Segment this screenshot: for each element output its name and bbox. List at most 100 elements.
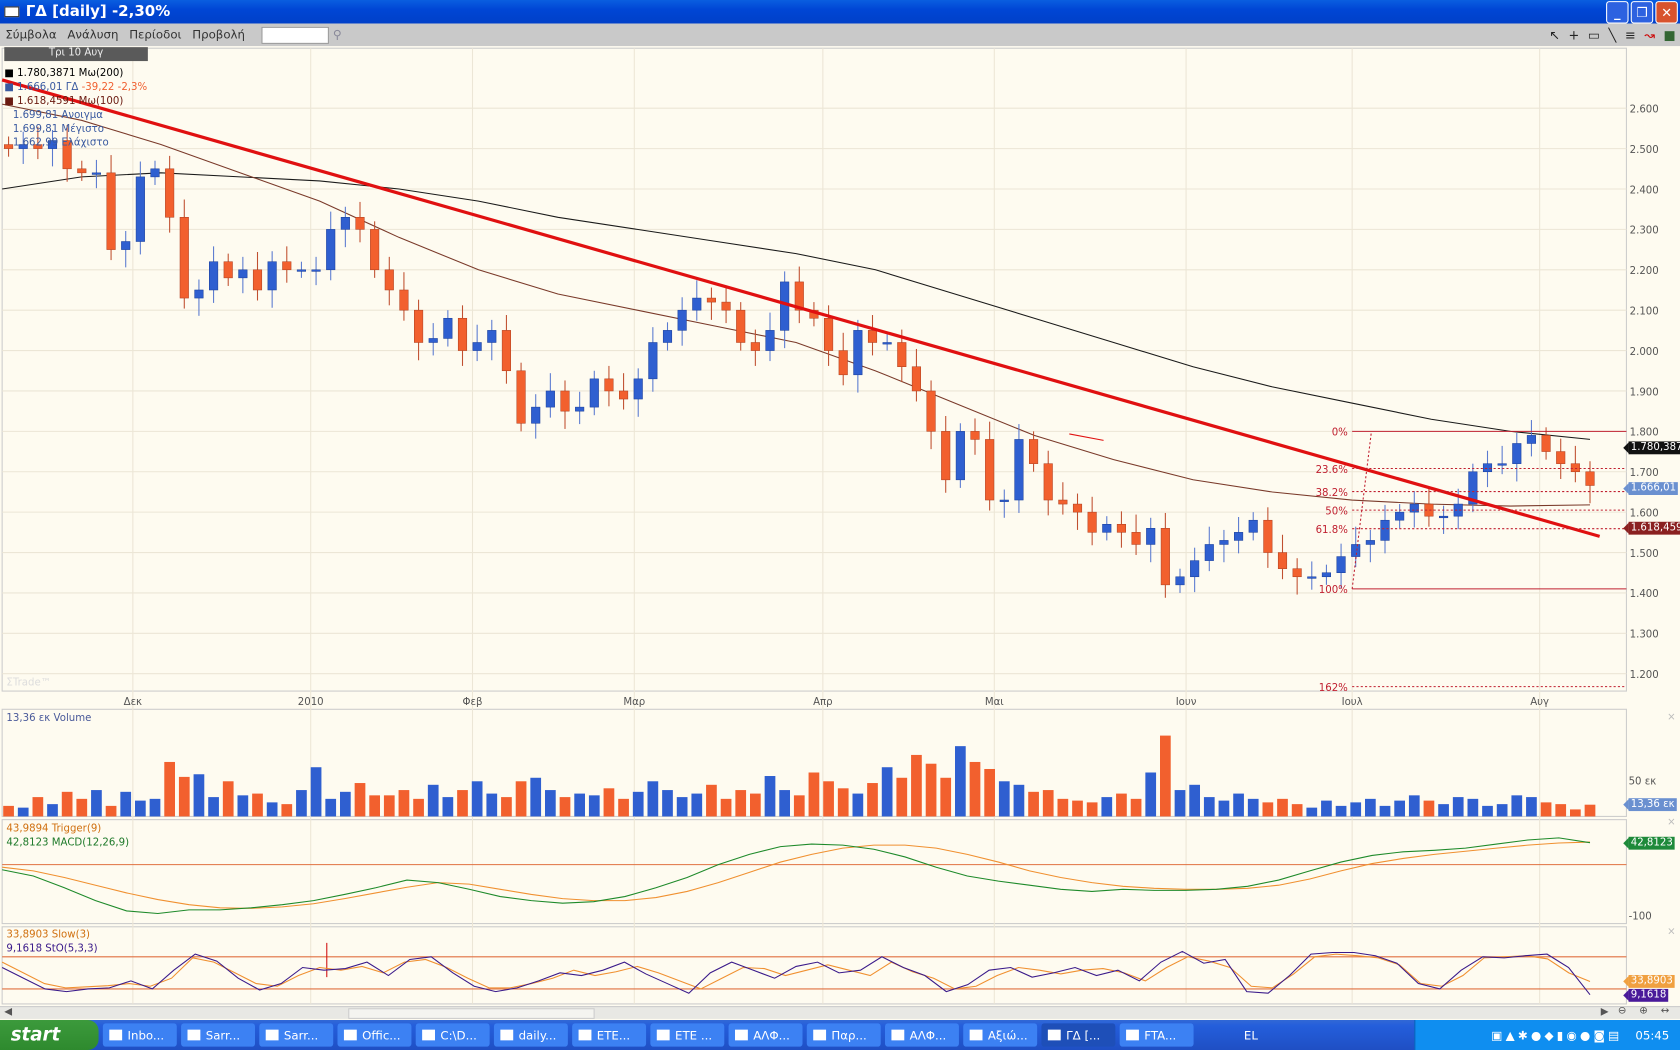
taskbar-item[interactable]: ΓΔ [... — [1041, 1023, 1116, 1047]
chart-icon[interactable]: ↝ — [1644, 27, 1655, 43]
candle — [18, 144, 28, 149]
volume-bar — [559, 797, 571, 817]
taskbar-item-label: ETE... — [596, 1028, 631, 1042]
line-icon[interactable]: ╲ — [1608, 27, 1617, 43]
candle — [1380, 519, 1390, 541]
language-indicator[interactable]: EL — [1243, 1028, 1258, 1042]
stoch-panel — [1, 926, 1627, 1005]
volume-bar — [896, 777, 908, 817]
price-tick-label: 1.500 — [1630, 549, 1659, 560]
volume-bar — [735, 790, 747, 817]
fib-anchor-line — [1351, 431, 1372, 589]
price-tick-label: 1.300 — [1630, 630, 1659, 641]
candle — [692, 297, 702, 311]
volume-bar — [750, 793, 761, 817]
candle — [765, 330, 775, 351]
window-icon — [343, 1029, 357, 1041]
candle — [926, 390, 936, 432]
month-label: Φεβ — [463, 697, 483, 708]
candle — [1190, 560, 1200, 578]
close-volume-panel-icon[interactable]: × — [1667, 711, 1676, 724]
volume-bar — [1321, 800, 1332, 817]
volume-bar — [1145, 772, 1157, 817]
menu-view[interactable]: Προβολή — [192, 27, 245, 42]
volume-bar — [1233, 793, 1244, 817]
taskbar-item[interactable]: Αξιώ... — [963, 1023, 1038, 1047]
candle — [252, 269, 263, 291]
ma100-line — [2, 103, 1591, 507]
volume-bar — [413, 798, 424, 817]
candle — [179, 217, 189, 299]
close-macd-panel-icon[interactable]: × — [1667, 816, 1676, 829]
scroll-thumb[interactable] — [348, 1008, 595, 1019]
month-label: Ιουν — [1176, 697, 1197, 708]
window-icon — [109, 1029, 123, 1041]
restore-button[interactable]: ❐ — [1630, 1, 1654, 24]
stoch-badge: 9,1618 — [1623, 988, 1669, 1002]
taskbar-item[interactable]: daily... — [493, 1023, 568, 1047]
volume-bar — [969, 761, 981, 817]
scroll-left-icon[interactable]: ◀ — [4, 1006, 13, 1018]
cursor-icon[interactable]: ↖ — [1549, 27, 1560, 43]
volume-bar — [1423, 800, 1435, 817]
volume-bar — [1394, 800, 1406, 817]
close-button[interactable]: ✕ — [1655, 1, 1678, 24]
volume-bar — [325, 798, 337, 817]
tray-icons[interactable]: ▣▲✱●◆▮◉●◙▤ — [1491, 1028, 1623, 1042]
volume-bar — [1555, 804, 1567, 817]
fib-level-label: 23.6% — [1316, 465, 1349, 476]
taskbar-item[interactable]: C:\D... — [415, 1023, 490, 1047]
volume-bar — [1408, 795, 1420, 817]
window-icon — [813, 1029, 827, 1041]
volume-bar — [1291, 804, 1303, 817]
window-icon — [1047, 1029, 1061, 1041]
minimize-button[interactable]: _ — [1606, 1, 1629, 24]
crosshair-icon[interactable]: + — [1568, 27, 1580, 43]
candle — [824, 317, 834, 351]
fit-icon[interactable]: ↔ — [1660, 1005, 1670, 1017]
price-chart[interactable]: Δεκ 2010 Φεβ Μαρ Απρ Μαι Ιουν Ιουλ Αυγ 2.600 2.500… — [0, 46, 1680, 1006]
volume-bar — [1496, 804, 1508, 817]
taskbar-item[interactable]: Sarr... — [181, 1023, 256, 1047]
hlines-icon[interactable]: ≡ — [1624, 27, 1636, 43]
candle — [721, 301, 731, 311]
box-icon[interactable]: ▭ — [1587, 27, 1600, 43]
window-icon — [656, 1029, 670, 1041]
stoch-legend: 9,1618 StO(5,3,3) — [6, 942, 98, 955]
taskbar-item[interactable]: Inbo... — [102, 1023, 177, 1047]
taskbar-item[interactable]: ΑΛΦ... — [885, 1023, 959, 1047]
menu-periods[interactable]: Περίοδοι — [129, 27, 182, 42]
short-line — [1069, 433, 1104, 441]
start-button[interactable]: start — [0, 1020, 99, 1050]
scroll-right-icon[interactable]: ▶ — [1600, 1006, 1609, 1018]
zoom-out-icon[interactable]: ⊖ — [1617, 1005, 1627, 1017]
horizontal-scrollbar[interactable]: ◀ ▶ ⊖ ⊕ ↔ — [0, 1005, 1680, 1019]
volume-bar — [237, 795, 249, 817]
symbol-search-input[interactable] — [261, 26, 329, 44]
taskbar-item[interactable]: ETE... — [572, 1023, 647, 1047]
close-stoch-panel-icon[interactable]: × — [1667, 925, 1676, 938]
taskbar-item[interactable]: Offic... — [337, 1023, 412, 1047]
menu-analysis[interactable]: Ανάλυση — [67, 27, 119, 42]
taskbar-item[interactable]: FTA... — [1119, 1023, 1194, 1047]
volume-bar — [1101, 797, 1113, 817]
taskbar-item-label: C:\D... — [440, 1028, 477, 1042]
zoom-in-icon[interactable]: ⊕ — [1639, 1005, 1648, 1017]
legend-ma100-text: 1.618,4591 Μω(100) — [17, 95, 124, 108]
save-icon[interactable]: ■ — [1663, 27, 1676, 43]
taskbar-item[interactable]: Παρ... — [806, 1023, 881, 1047]
search-icon[interactable]: ⚲ — [332, 27, 342, 42]
candle — [223, 261, 233, 279]
candle — [1219, 540, 1229, 545]
taskbar-item[interactable]: ΑΛΦ... — [728, 1023, 803, 1047]
candle — [560, 390, 570, 412]
trend-line — [1, 78, 1601, 538]
volume-bar — [1028, 791, 1039, 817]
candle — [1102, 523, 1112, 533]
candle — [121, 241, 131, 250]
taskbar-item[interactable]: Sarr... — [259, 1023, 334, 1047]
volume-bar — [1189, 784, 1201, 817]
taskbar-item[interactable]: ETE ... — [650, 1023, 725, 1047]
menu-symbols[interactable]: Σύμβολα — [5, 27, 57, 42]
candle — [282, 261, 292, 271]
